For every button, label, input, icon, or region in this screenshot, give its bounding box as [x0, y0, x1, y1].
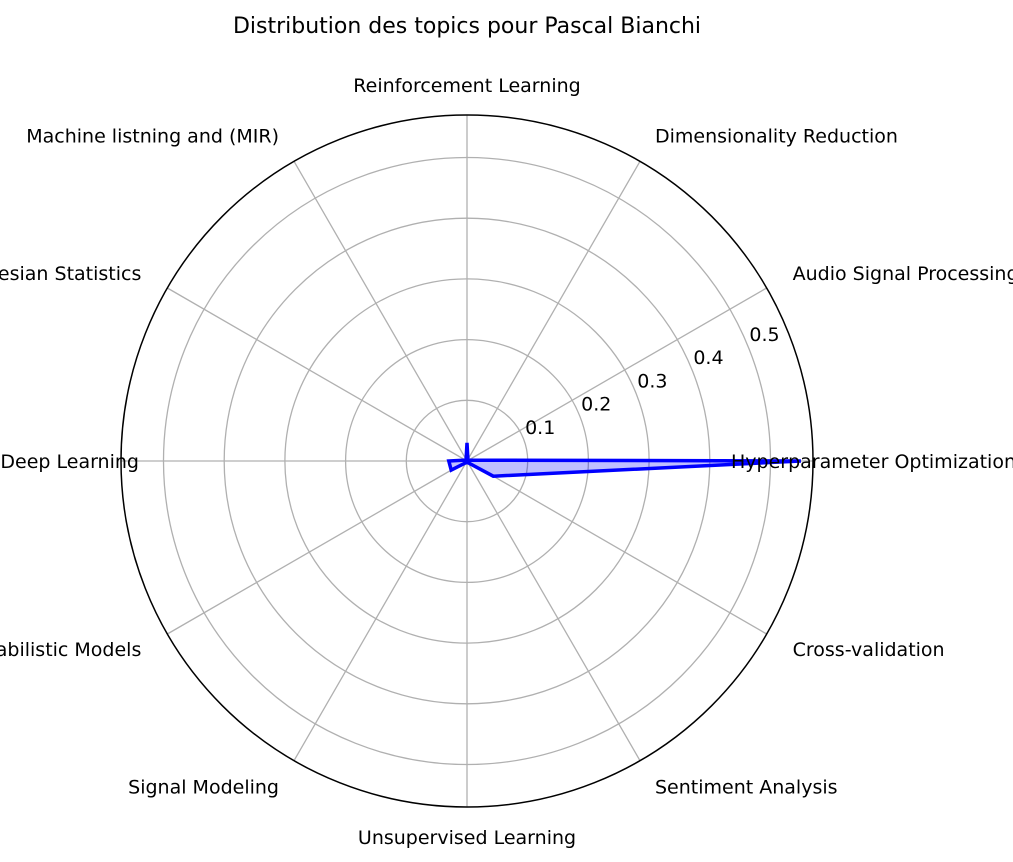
chart-title: Distribution des topics pour Pascal Bian…	[233, 14, 701, 39]
grid-spoke	[466, 460, 767, 635]
category-label: Reinforcement Learning	[353, 75, 580, 97]
grid-spoke	[466, 287, 767, 462]
radial-tick-labels: 0.1 0.2 0.3 0.4 0.5	[525, 324, 780, 439]
category-label: Cross-validation	[793, 639, 945, 661]
category-labels: Hyperparameter Optimization Audio Signal …	[0, 75, 1013, 849]
polar-frame	[120, 114, 814, 808]
series-layer	[446, 442, 801, 478]
category-label: Unsupervised Learning	[358, 827, 576, 849]
category-label: Hyperparameter Optimization	[731, 451, 1013, 473]
category-label: Sentiment Analysis	[655, 777, 838, 799]
category-label: Signal Modeling	[128, 777, 279, 799]
grid-spoke	[466, 460, 641, 761]
grid-spoke	[293, 161, 468, 462]
grid-spoke	[167, 287, 468, 462]
category-label: Deep Learning	[0, 451, 139, 473]
category-label: Bayesian Statistics	[0, 263, 141, 285]
radial-tick-label: 0.4	[693, 347, 723, 369]
series-line	[446, 442, 801, 478]
category-label: Machine listning and (MIR)	[26, 125, 279, 147]
category-label: Probabilistic Models	[0, 639, 141, 661]
grid-spoke	[167, 460, 468, 635]
radial-tick-label: 0.3	[637, 370, 667, 392]
grid-spoke	[466, 161, 641, 462]
angular-grid	[121, 115, 813, 807]
radial-tick-label: 0.2	[581, 394, 611, 416]
category-label: Dimensionality Reduction	[655, 125, 898, 147]
grid-spoke	[293, 460, 468, 761]
radial-tick-label: 0.5	[749, 324, 779, 346]
category-label: Audio Signal Processing	[793, 263, 1013, 285]
series-area	[448, 442, 801, 477]
radial-tick-label: 0.1	[525, 417, 555, 439]
